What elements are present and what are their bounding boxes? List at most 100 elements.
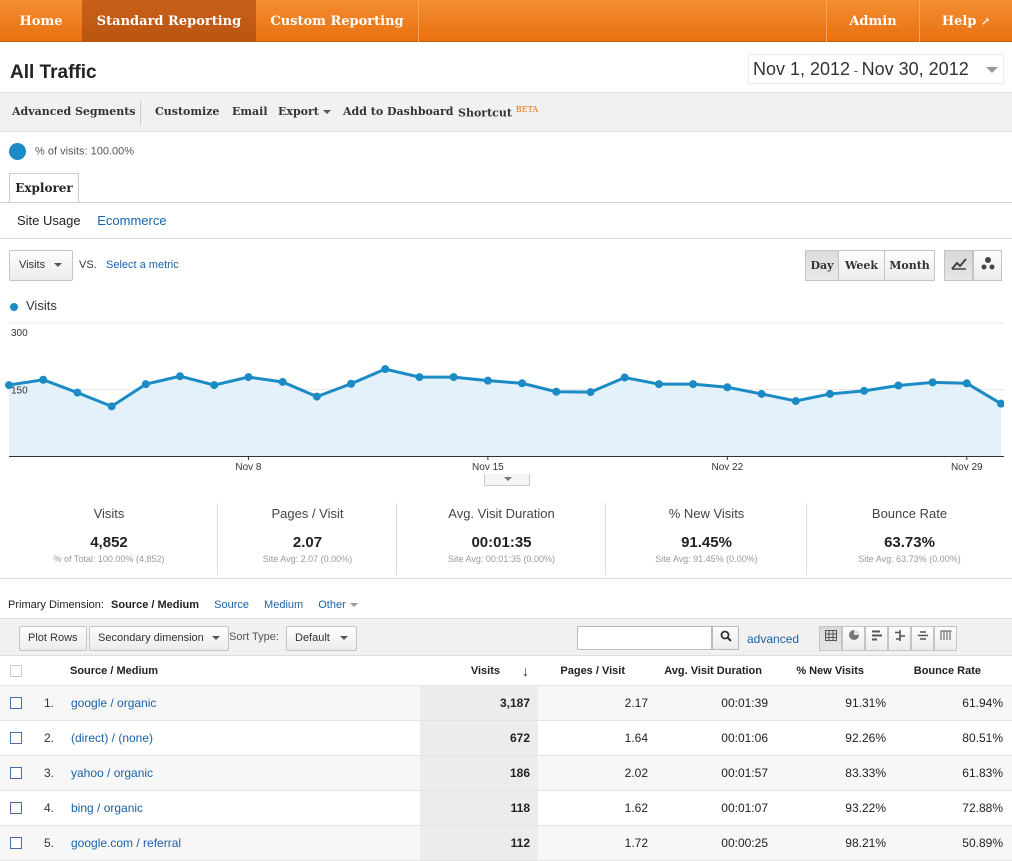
row-checkbox[interactable]: [10, 826, 22, 860]
table-row[interactable]: 2. (direct) / (none) 672 1.64 00:01:06 92.26%…: [0, 721, 1012, 756]
advanced-segments-button[interactable]: Advanced Segments: [12, 105, 136, 118]
row-source-medium-link[interactable]: google / organic: [71, 696, 157, 710]
nav-home[interactable]: Home: [19, 14, 63, 29]
shortcut-button[interactable]: Shortcut BETA: [458, 105, 538, 120]
row-source-medium-link[interactable]: bing / organic: [71, 801, 144, 815]
header-source-medium[interactable]: Source / Medium: [70, 664, 159, 677]
data-point[interactable]: [5, 381, 13, 390]
pie-view-button[interactable]: [842, 626, 865, 651]
data-point[interactable]: [860, 386, 869, 395]
data-point[interactable]: [757, 389, 766, 398]
data-point[interactable]: [962, 379, 971, 388]
visits-chart[interactable]: 300 150 Nov 8 Nov 15 Nov 22 Nov 29: [0, 318, 1004, 476]
data-point[interactable]: [278, 377, 287, 386]
data-point[interactable]: [176, 372, 185, 381]
week-button[interactable]: Week: [838, 250, 885, 281]
row-pages-per-visit: 1.62: [624, 801, 648, 815]
nav-custom-reporting[interactable]: Custom Reporting: [270, 14, 404, 29]
search-button[interactable]: [712, 626, 739, 650]
data-point[interactable]: [210, 381, 219, 390]
data-point[interactable]: [449, 373, 458, 382]
tab-explorer[interactable]: Explorer: [9, 173, 79, 203]
data-point[interactable]: [244, 373, 253, 382]
table-view-button[interactable]: [819, 626, 842, 651]
header-visits[interactable]: Visits: [470, 664, 500, 677]
secondary-dimension-label: Secondary dimension: [98, 632, 204, 644]
data-point[interactable]: [894, 381, 903, 390]
table-search-input[interactable]: [577, 626, 712, 650]
nav-admin[interactable]: Admin: [849, 14, 897, 29]
date-range-picker[interactable]: Nov 1, 2012 - Nov 30, 2012: [748, 54, 1004, 84]
header-new-visits[interactable]: % New Visits: [796, 664, 864, 677]
line-chart-button[interactable]: [944, 250, 973, 281]
data-point[interactable]: [518, 379, 527, 388]
data-point[interactable]: [997, 399, 1004, 408]
row-number: 1.: [44, 696, 55, 710]
comparison-view-button[interactable]: [888, 626, 911, 651]
visits-area-fill: [9, 369, 1001, 456]
table-row[interactable]: 1. google / organic 3,187 2.17 00:01:39 91.31…: [0, 686, 1012, 721]
data-point[interactable]: [415, 373, 424, 382]
data-point[interactable]: [73, 388, 82, 397]
dimension-medium-link[interactable]: Medium: [264, 599, 304, 611]
term-cloud-view-button[interactable]: [911, 626, 934, 651]
data-point[interactable]: [107, 402, 116, 411]
motion-chart-button[interactable]: [973, 250, 1002, 281]
data-point[interactable]: [552, 387, 561, 396]
subtab-site-usage[interactable]: Site Usage: [17, 213, 81, 228]
chart-scroll-handle[interactable]: [484, 474, 530, 486]
row-checkbox[interactable]: [10, 756, 22, 790]
data-point[interactable]: [825, 389, 834, 398]
select-all-checkbox[interactable]: [10, 656, 22, 685]
secondary-dimension-select[interactable]: Secondary dimension: [89, 626, 229, 651]
data-point[interactable]: [483, 376, 492, 385]
external-link-icon: ↗: [980, 15, 991, 28]
sort-arrow-down-icon[interactable]: ↓: [522, 662, 529, 679]
data-point[interactable]: [689, 380, 698, 389]
month-button[interactable]: Month: [884, 250, 935, 281]
table-row[interactable]: 5. google.com / referral 112 1.72 00:00:25 98…: [0, 826, 1012, 861]
pivot-view-button[interactable]: [934, 626, 957, 651]
performance-view-button[interactable]: [865, 626, 888, 651]
data-point[interactable]: [39, 375, 48, 384]
dimension-source-link[interactable]: Source: [214, 599, 249, 611]
row-source-medium-link[interactable]: (direct) / (none): [71, 731, 154, 745]
header-pages-per-visit[interactable]: Pages / Visit: [560, 664, 625, 677]
row-checkbox[interactable]: [10, 791, 22, 825]
dimension-other-link[interactable]: Other: [318, 599, 358, 611]
day-button[interactable]: Day: [805, 250, 839, 281]
sort-type-select[interactable]: Default: [286, 626, 357, 651]
data-point[interactable]: [791, 397, 800, 406]
subtab-ecommerce[interactable]: Ecommerce: [97, 213, 167, 228]
row-checkbox[interactable]: [10, 686, 22, 720]
scorecard-subtext: Site Avg: 2.07 (0.00%): [262, 554, 353, 564]
data-point[interactable]: [381, 365, 390, 374]
row-source-medium-link[interactable]: yahoo / organic: [71, 766, 154, 780]
data-point[interactable]: [586, 388, 595, 397]
data-point[interactable]: [654, 380, 663, 389]
data-point[interactable]: [928, 378, 937, 387]
header-bounce-rate[interactable]: Bounce Rate: [913, 664, 981, 677]
header-avg-visit-duration[interactable]: Avg. Visit Duration: [664, 664, 762, 677]
line-chart-icon: [950, 258, 967, 270]
customize-button[interactable]: Customize: [155, 105, 220, 118]
advanced-filter-link[interactable]: advanced: [747, 632, 800, 646]
data-point[interactable]: [347, 379, 356, 388]
y-tick-label: 300: [11, 328, 28, 339]
export-button[interactable]: Export: [278, 105, 331, 118]
data-point[interactable]: [620, 373, 629, 382]
row-checkbox[interactable]: [10, 721, 22, 755]
metric-select[interactable]: Visits: [9, 250, 73, 281]
table-row[interactable]: 3. yahoo / organic 186 2.02 00:01:57 83.33% 61…: [0, 756, 1012, 791]
email-button[interactable]: Email: [232, 105, 268, 118]
data-point[interactable]: [141, 380, 150, 389]
data-point[interactable]: [312, 392, 321, 401]
table-row[interactable]: 4. bing / organic 118 1.62 00:01:07 93.22% 72.…: [0, 791, 1012, 826]
row-source-medium-link[interactable]: google.com / referral: [71, 836, 182, 850]
plot-rows-button[interactable]: Plot Rows: [19, 626, 87, 651]
add-to-dashboard-button[interactable]: Add to Dashboard: [343, 105, 454, 118]
data-point[interactable]: [723, 383, 732, 392]
nav-help[interactable]: Help ↗: [920, 0, 1012, 42]
nav-standard-reporting[interactable]: Standard Reporting: [82, 0, 256, 42]
select-metric-link[interactable]: Select a metric: [106, 259, 179, 271]
